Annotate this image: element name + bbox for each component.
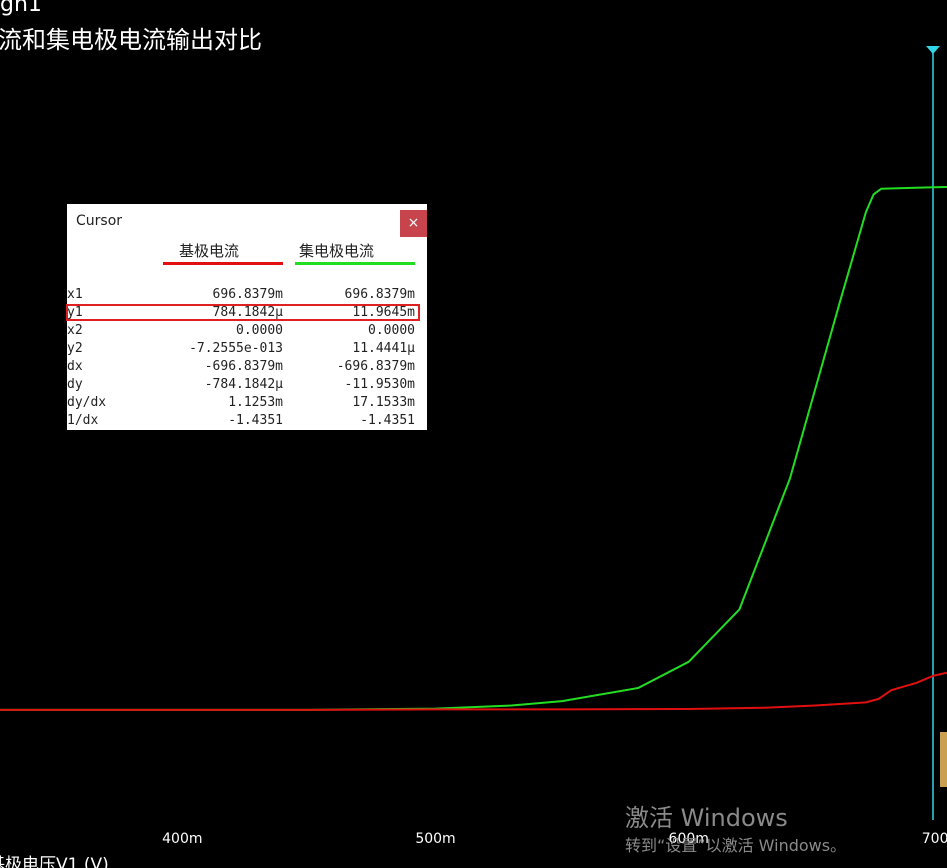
column-header: 基极电流 [179, 242, 240, 260]
x-axis-label: 基极电压V1 (V) [0, 855, 109, 868]
cell: 0.0000 [236, 323, 283, 338]
column-header: 集电极电流 [299, 242, 375, 260]
subtitle: 流和集电极电流输出对比 [0, 26, 262, 54]
cell: -696.8379m [336, 359, 415, 374]
row-label: dy [67, 377, 83, 392]
row-label: 1/dx [67, 413, 99, 428]
curve [0, 186, 947, 711]
cell: 11.9645m [352, 305, 415, 320]
cursor-panel: Cursor × x1 696.8379m 696.8379m y1 784.1842µ… [66, 204, 427, 430]
close-button[interactable]: × [400, 210, 427, 237]
legend-swatch [295, 262, 415, 265]
watermark: 激活 Windows [625, 804, 788, 832]
curve [0, 671, 947, 711]
x-tick-label: 600m [669, 831, 709, 847]
x-tick-label: 400m [162, 831, 202, 847]
row-label: dy/dx [67, 395, 107, 410]
panel-title: Cursor [76, 213, 123, 229]
cell: -7.2555e-013 [189, 341, 283, 356]
cell: -1.4351 [228, 413, 283, 428]
x-tick-label: 700m [922, 831, 947, 847]
row-label: x1 [67, 287, 83, 302]
cell: -784.1842µ [204, 377, 283, 392]
cell: -11.9530m [344, 377, 415, 392]
row-label: y1 [67, 305, 83, 320]
cell: 17.1533m [352, 395, 415, 410]
cell: 696.8379m [344, 287, 415, 302]
cell: -696.8379m [204, 359, 283, 374]
cell: 784.1842µ [212, 305, 283, 320]
highlight-box [66, 304, 420, 321]
cell: -1.4351 [360, 413, 415, 428]
cursor-handle[interactable] [926, 46, 940, 54]
row-label: y2 [67, 341, 83, 356]
cell: 1.1253m [228, 395, 283, 410]
scroll-handle[interactable] [940, 732, 947, 787]
row-label: x2 [67, 323, 83, 338]
cell: 11.4441µ [352, 341, 415, 356]
row-label: dx [67, 359, 83, 374]
x-tick-label: 500m [415, 831, 455, 847]
legend-swatch [163, 262, 283, 265]
cell: 0.0000 [368, 323, 415, 338]
title: gn1 [0, 0, 42, 17]
watermark-sub: 转到“设置”以激活 Windows。 [625, 836, 847, 855]
cell: 696.8379m [212, 287, 283, 302]
